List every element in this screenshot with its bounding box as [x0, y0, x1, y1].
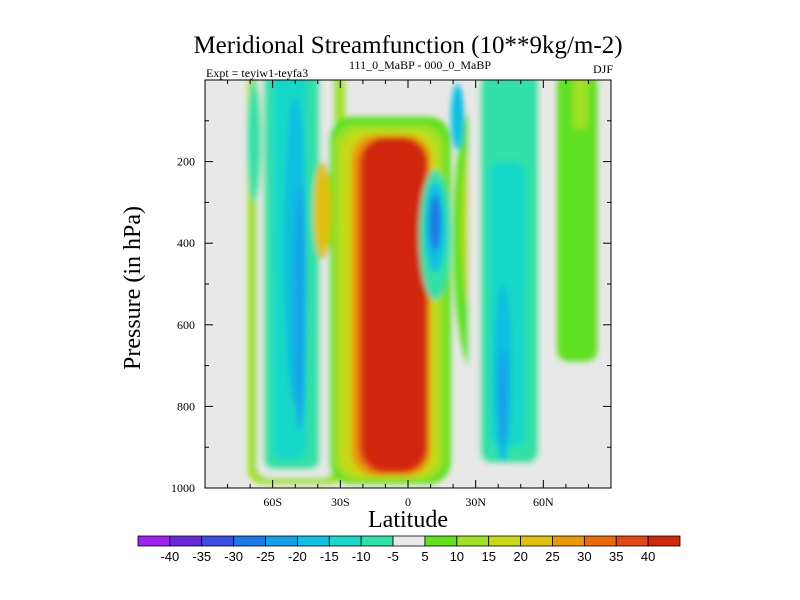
colorbar-swatch-4	[265, 535, 298, 547]
colorbar-label-0: -40	[160, 549, 179, 564]
colorbar-label-15: 40	[641, 549, 655, 564]
y-tick-label-1: 400	[177, 236, 195, 250]
contour-neg-40n-l5	[498, 349, 508, 448]
chart-subtitle-center: 111_0_MaBP - 000_0_MaBP	[349, 58, 491, 72]
colorbar-swatch-6	[328, 535, 362, 547]
colorbar-swatch-15	[615, 535, 649, 547]
contour-pos-75n-l1	[556, 80, 598, 362]
contour-pos-eq-upper	[313, 161, 332, 260]
contour-neg-10n-l3	[429, 194, 441, 252]
chart-title: Meridional Streamfunction (10**9kg/m-2)	[193, 32, 622, 59]
colorbar-swatch-12	[520, 535, 553, 547]
colorbar-swatch-1	[169, 535, 203, 547]
colorbar-swatch-16	[647, 535, 681, 547]
x-tick-label-0: 60S	[263, 495, 282, 509]
colorbar-label-5: -15	[320, 549, 339, 564]
contour-neg-25n-upper	[450, 84, 465, 150]
colorbar-label-11: 20	[513, 549, 527, 564]
colorbar-label-10: 15	[481, 549, 495, 564]
colorbar-label-3: -25	[256, 549, 275, 564]
y-tick-label-2: 600	[177, 318, 195, 332]
contour-neg-60s-l4b	[247, 80, 262, 203]
contour-fills	[247, 80, 598, 484]
x-tick-label-1: 30S	[331, 495, 350, 509]
colorbar-swatch-11	[488, 535, 521, 547]
contour-pos-eq-l6	[362, 137, 427, 472]
contour-pos-75n-l2	[572, 80, 589, 129]
colorbar-label-14: 35	[609, 549, 623, 564]
colorbar: -40 -35 -30 -25 -20 -15 -10 -5 5 10 15 20 25 30 35 40	[137, 535, 681, 564]
x-axis-ticks: 60S 30S 0 30N 60N	[227, 80, 589, 509]
y-tick-label-4: 1000	[171, 481, 195, 495]
colorbar-label-12: 25	[545, 549, 559, 564]
colorbar-label-4: -20	[288, 549, 307, 564]
colorbar-swatch-8	[392, 535, 426, 547]
y-tick-label-3: 800	[177, 399, 195, 413]
colorbar-swatch-0	[137, 535, 171, 547]
colorbar-swatch-13	[552, 535, 585, 547]
colorbar-label-6: -10	[352, 549, 371, 564]
colorbar-swatch-5	[297, 535, 330, 547]
x-axis-label: Latitude	[368, 507, 448, 533]
y-tick-label-0: 200	[177, 155, 195, 169]
contour-neg-50s-l6	[294, 186, 306, 431]
x-tick-label-2: 0	[405, 495, 411, 509]
colorbar-label-1: -35	[192, 549, 211, 564]
chart-subtitle-right: DJF	[593, 62, 613, 76]
colorbar-swatch-9	[424, 535, 458, 547]
colorbar-swatch-3	[233, 535, 266, 547]
colorbar-label-9: 10	[450, 549, 464, 564]
colorbar-label-13: 30	[577, 549, 591, 564]
y-axis-label: Pressure (in hPa)	[120, 206, 146, 370]
colorbar-label-8: 5	[421, 549, 428, 564]
colorbar-swatch-14	[583, 535, 617, 547]
y-axis-ticks: 200 400 600 800 1000	[171, 120, 611, 495]
colorbar-label-7: -5	[387, 549, 399, 564]
colorbar-swatch-2	[201, 535, 235, 547]
colorbar-swatch-10	[456, 535, 490, 547]
colorbar-label-2: -30	[224, 549, 243, 564]
chart-subtitle-left: Expt = teyiw1-teyfa3	[206, 66, 308, 80]
plot-area	[205, 80, 611, 488]
colorbar-swatch-7	[360, 535, 394, 547]
x-tick-label-3: 30N	[465, 495, 486, 509]
x-tick-label-4: 60N	[533, 495, 554, 509]
